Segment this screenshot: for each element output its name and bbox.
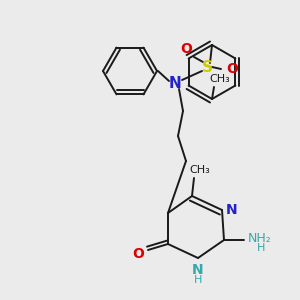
Text: S: S (202, 59, 212, 74)
Text: N: N (226, 203, 238, 217)
Text: N: N (192, 263, 204, 277)
Text: CH₃: CH₃ (190, 165, 210, 175)
Text: N: N (169, 76, 182, 91)
Text: NH₂: NH₂ (248, 232, 272, 244)
Text: O: O (180, 42, 192, 56)
Text: H: H (194, 275, 202, 285)
Text: CH₃: CH₃ (210, 74, 230, 84)
Text: H: H (257, 243, 265, 253)
Text: O: O (132, 247, 144, 261)
Text: O: O (226, 62, 238, 76)
